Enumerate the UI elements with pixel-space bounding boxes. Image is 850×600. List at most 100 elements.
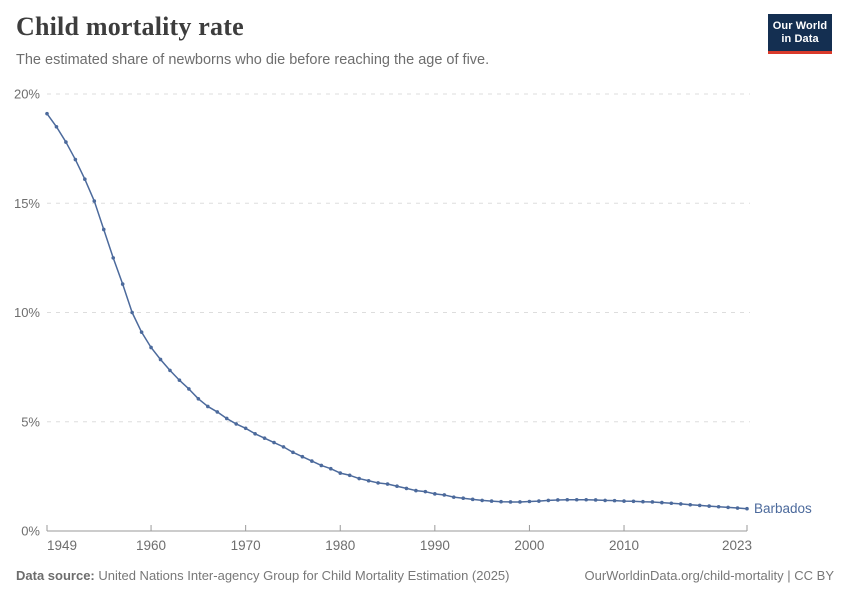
data-point-1960[interactable] bbox=[149, 345, 153, 350]
data-point-2012[interactable] bbox=[641, 499, 645, 504]
data-point-1996[interactable] bbox=[489, 499, 494, 503]
data-point-1977[interactable] bbox=[310, 459, 314, 463]
data-point-1989[interactable] bbox=[423, 489, 428, 494]
data-point-2000[interactable] bbox=[527, 499, 532, 504]
data-point-2011[interactable] bbox=[631, 499, 636, 504]
data-source: Data source: United Nations Inter-agency… bbox=[16, 568, 510, 583]
data-point-1957[interactable] bbox=[120, 282, 125, 286]
x-axis-label-1980: 1980 bbox=[325, 538, 355, 553]
data-point-1988[interactable] bbox=[414, 488, 418, 493]
page-title: Child mortality rate bbox=[16, 12, 244, 41]
data-point-1984[interactable] bbox=[376, 481, 380, 485]
data-point-2004[interactable] bbox=[565, 497, 570, 502]
data-point-1968[interactable] bbox=[224, 416, 229, 421]
data-point-1967[interactable] bbox=[215, 410, 220, 414]
data-point-2019[interactable] bbox=[707, 504, 711, 508]
data-point-1986[interactable] bbox=[395, 484, 399, 489]
data-point-2022[interactable] bbox=[735, 506, 740, 510]
data-point-1955[interactable] bbox=[101, 227, 106, 232]
y-axis-label-20pct: 20% bbox=[14, 87, 40, 102]
data-point-2015[interactable] bbox=[669, 501, 674, 506]
series-line-barbados[interactable] bbox=[46, 112, 748, 510]
data-point-1991[interactable] bbox=[442, 493, 447, 497]
data-point-1979[interactable] bbox=[328, 466, 333, 471]
data-point-1978[interactable] bbox=[319, 463, 324, 468]
data-point-1961[interactable] bbox=[158, 357, 163, 362]
chart-footer: Data source: United Nations Inter-agency… bbox=[16, 568, 834, 583]
data-point-2005[interactable] bbox=[574, 497, 579, 502]
data-point-1992[interactable] bbox=[451, 495, 456, 499]
data-point-1950[interactable] bbox=[54, 124, 59, 129]
data-point-2008[interactable] bbox=[603, 498, 607, 503]
x-axis-label-2023: 2023 bbox=[722, 538, 752, 553]
data-point-1959[interactable] bbox=[139, 330, 144, 334]
data-point-2018[interactable] bbox=[697, 503, 702, 508]
data-point-2006[interactable] bbox=[584, 497, 588, 502]
data-point-1966[interactable] bbox=[206, 404, 210, 409]
x-axis-label-1960: 1960 bbox=[136, 538, 166, 553]
data-point-1965[interactable] bbox=[196, 397, 201, 401]
data-point-1981[interactable] bbox=[347, 473, 352, 478]
data-point-1963[interactable] bbox=[177, 378, 182, 383]
data-point-1958[interactable] bbox=[130, 310, 134, 315]
data-point-2016[interactable] bbox=[678, 502, 683, 506]
x-axis-label-2010: 2010 bbox=[609, 538, 639, 553]
data-point-2009[interactable] bbox=[612, 498, 617, 503]
data-point-2007[interactable] bbox=[593, 498, 598, 502]
data-point-1951[interactable] bbox=[64, 140, 68, 144]
owid-logo-line1: Our World bbox=[772, 20, 828, 32]
data-point-1954[interactable] bbox=[92, 199, 97, 203]
data-point-1980[interactable] bbox=[338, 471, 343, 475]
data-point-1998[interactable] bbox=[508, 500, 513, 504]
data-point-1993[interactable] bbox=[461, 496, 466, 501]
data-source-label: Data source: bbox=[16, 568, 95, 583]
x-axis-label-1990: 1990 bbox=[420, 538, 450, 553]
y-axis-label-15pct: 15% bbox=[14, 196, 40, 211]
data-point-1975[interactable] bbox=[291, 450, 295, 455]
data-point-2020[interactable] bbox=[716, 504, 721, 509]
x-axis-label-2000: 2000 bbox=[514, 538, 544, 553]
data-point-1953[interactable] bbox=[83, 177, 87, 182]
owid-citation-link[interactable]: OurWorldinData.org/child-mortality | CC … bbox=[584, 568, 835, 583]
data-point-2014[interactable] bbox=[660, 500, 664, 505]
data-point-2021[interactable] bbox=[726, 505, 730, 510]
data-point-2017[interactable] bbox=[688, 502, 693, 507]
data-point-1956[interactable] bbox=[111, 256, 116, 260]
data-point-1985[interactable] bbox=[385, 482, 390, 486]
data-point-1972[interactable] bbox=[262, 436, 267, 440]
x-axis-label-1970: 1970 bbox=[231, 538, 261, 553]
data-point-1962[interactable] bbox=[168, 368, 172, 373]
owid-logo-line2: in Data bbox=[781, 32, 819, 45]
data-point-1997[interactable] bbox=[499, 499, 503, 504]
data-point-1994[interactable] bbox=[470, 497, 475, 502]
y-axis-label-0pct: 0% bbox=[21, 524, 40, 539]
data-point-1971[interactable] bbox=[253, 431, 257, 436]
data-point-1999[interactable] bbox=[518, 500, 522, 504]
data-point-1974[interactable] bbox=[281, 445, 286, 449]
data-point-2023[interactable] bbox=[745, 506, 749, 511]
data-point-1982[interactable] bbox=[357, 476, 361, 481]
data-point-1976[interactable] bbox=[300, 454, 305, 459]
data-point-1990[interactable] bbox=[433, 492, 437, 496]
data-point-1952[interactable] bbox=[73, 157, 78, 162]
data-point-2013[interactable] bbox=[650, 500, 655, 504]
data-point-1969[interactable] bbox=[234, 422, 238, 426]
data-point-1987[interactable] bbox=[404, 486, 409, 491]
data-point-1964[interactable] bbox=[187, 387, 191, 391]
x-axis-label-1949: 1949 bbox=[47, 538, 77, 553]
y-axis-label-5pct: 5% bbox=[21, 414, 40, 429]
data-point-2003[interactable] bbox=[556, 498, 560, 502]
data-point-1995[interactable] bbox=[480, 498, 484, 503]
data-point-2001[interactable] bbox=[537, 499, 541, 503]
data-point-1970[interactable] bbox=[243, 426, 248, 431]
data-point-1973[interactable] bbox=[272, 440, 276, 445]
data-source-text[interactable]: United Nations Inter-agency Group for Ch… bbox=[94, 568, 510, 583]
series-label-barbados[interactable]: Barbados bbox=[754, 501, 812, 516]
line-chart[interactable]: 0% 5% 10% 15% 20% 1949 1960 1970 1980 1990 2000 201… bbox=[0, 80, 850, 560]
data-point-2002[interactable] bbox=[546, 498, 551, 503]
data-point-1949[interactable] bbox=[45, 111, 49, 116]
owid-logo[interactable]: Our World in Data bbox=[768, 14, 832, 54]
data-point-1983[interactable] bbox=[366, 478, 371, 483]
data-point-2010[interactable] bbox=[622, 499, 626, 503]
